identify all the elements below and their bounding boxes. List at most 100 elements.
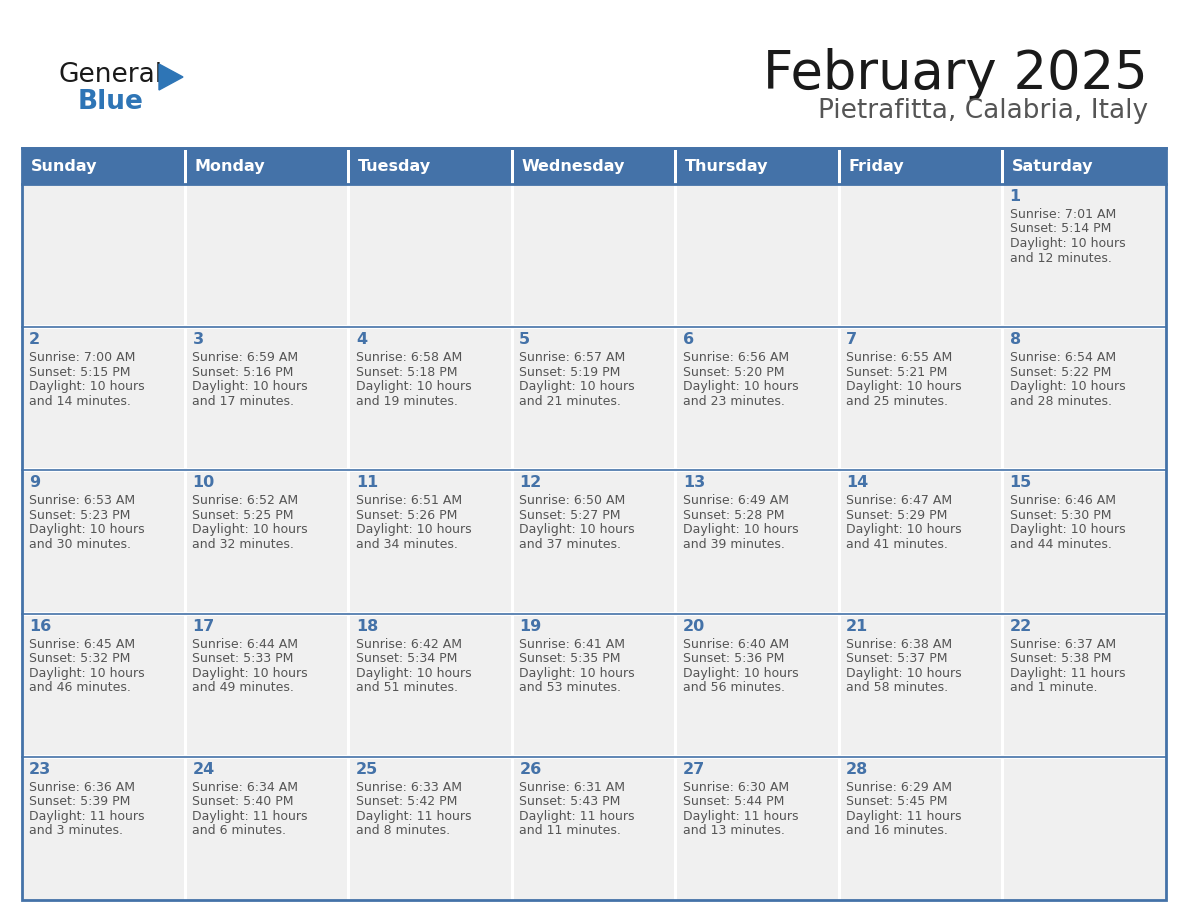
Text: and 21 minutes.: and 21 minutes. xyxy=(519,395,621,408)
Text: and 44 minutes.: and 44 minutes. xyxy=(1010,538,1112,551)
Text: and 30 minutes.: and 30 minutes. xyxy=(29,538,131,551)
Text: Sunset: 5:40 PM: Sunset: 5:40 PM xyxy=(192,795,293,809)
Bar xyxy=(1003,184,1165,327)
Text: Pietrafitta, Calabria, Italy: Pietrafitta, Calabria, Italy xyxy=(817,98,1148,124)
Bar xyxy=(185,184,349,327)
Text: Sunset: 5:35 PM: Sunset: 5:35 PM xyxy=(519,652,621,666)
Text: Sunset: 5:42 PM: Sunset: 5:42 PM xyxy=(356,795,457,809)
Text: 1: 1 xyxy=(1010,189,1020,204)
Text: Sunrise: 6:56 AM: Sunrise: 6:56 AM xyxy=(683,352,789,364)
Text: and 41 minutes.: and 41 minutes. xyxy=(846,538,948,551)
Text: Sunrise: 6:38 AM: Sunrise: 6:38 AM xyxy=(846,638,953,651)
Text: Sunset: 5:30 PM: Sunset: 5:30 PM xyxy=(1010,509,1111,522)
Bar xyxy=(347,148,350,900)
Text: Sunrise: 6:31 AM: Sunrise: 6:31 AM xyxy=(519,781,625,794)
Bar xyxy=(23,148,1165,900)
Text: and 46 minutes.: and 46 minutes. xyxy=(29,681,131,694)
Text: and 28 minutes.: and 28 minutes. xyxy=(1010,395,1112,408)
Text: and 34 minutes.: and 34 minutes. xyxy=(356,538,457,551)
Text: Wednesday: Wednesday xyxy=(522,159,625,174)
Bar xyxy=(839,184,1003,327)
Text: Sunset: 5:36 PM: Sunset: 5:36 PM xyxy=(683,652,784,666)
Text: Sunset: 5:33 PM: Sunset: 5:33 PM xyxy=(192,652,293,666)
Text: Sunrise: 6:47 AM: Sunrise: 6:47 AM xyxy=(846,495,953,508)
Text: Sunrise: 6:55 AM: Sunrise: 6:55 AM xyxy=(846,352,953,364)
Text: Sunrise: 6:33 AM: Sunrise: 6:33 AM xyxy=(356,781,462,794)
Text: and 17 minutes.: and 17 minutes. xyxy=(192,395,295,408)
Text: Daylight: 10 hours: Daylight: 10 hours xyxy=(683,380,798,393)
Text: and 23 minutes.: and 23 minutes. xyxy=(683,395,784,408)
Text: Saturday: Saturday xyxy=(1011,159,1093,174)
Text: 26: 26 xyxy=(519,762,542,777)
Text: 17: 17 xyxy=(192,619,215,633)
Bar xyxy=(839,470,1003,613)
Bar xyxy=(1003,148,1165,184)
Text: Daylight: 10 hours: Daylight: 10 hours xyxy=(683,666,798,679)
Bar xyxy=(676,184,839,327)
Bar xyxy=(23,327,185,470)
Bar xyxy=(349,184,512,327)
Text: and 39 minutes.: and 39 minutes. xyxy=(683,538,784,551)
Text: Daylight: 11 hours: Daylight: 11 hours xyxy=(519,810,634,823)
Bar xyxy=(839,327,1003,470)
Text: Sunrise: 6:52 AM: Sunrise: 6:52 AM xyxy=(192,495,298,508)
Text: and 12 minutes.: and 12 minutes. xyxy=(1010,252,1112,264)
Bar xyxy=(1001,148,1004,900)
Text: Blue: Blue xyxy=(78,89,144,115)
Bar xyxy=(23,325,1165,330)
Text: Sunset: 5:43 PM: Sunset: 5:43 PM xyxy=(519,795,620,809)
Bar xyxy=(839,756,1003,900)
Text: 4: 4 xyxy=(356,332,367,347)
Bar xyxy=(23,611,1165,616)
Text: Friday: Friday xyxy=(848,159,904,174)
Bar xyxy=(1003,613,1165,756)
Bar xyxy=(839,148,1003,184)
Text: and 13 minutes.: and 13 minutes. xyxy=(683,824,784,837)
Text: Sunset: 5:20 PM: Sunset: 5:20 PM xyxy=(683,365,784,379)
Text: Sunset: 5:38 PM: Sunset: 5:38 PM xyxy=(1010,652,1111,666)
Bar xyxy=(185,756,349,900)
Text: Sunset: 5:39 PM: Sunset: 5:39 PM xyxy=(29,795,131,809)
Text: Sunrise: 6:41 AM: Sunrise: 6:41 AM xyxy=(519,638,625,651)
Text: 11: 11 xyxy=(356,476,378,490)
Text: 22: 22 xyxy=(1010,619,1032,633)
Bar xyxy=(349,613,512,756)
Text: Daylight: 11 hours: Daylight: 11 hours xyxy=(683,810,798,823)
Text: Sunday: Sunday xyxy=(31,159,97,174)
Text: Sunrise: 6:58 AM: Sunrise: 6:58 AM xyxy=(356,352,462,364)
Text: 8: 8 xyxy=(1010,332,1020,347)
Text: Sunrise: 6:40 AM: Sunrise: 6:40 AM xyxy=(683,638,789,651)
Text: Daylight: 10 hours: Daylight: 10 hours xyxy=(519,666,634,679)
Bar xyxy=(185,613,349,756)
Text: Sunrise: 6:34 AM: Sunrise: 6:34 AM xyxy=(192,781,298,794)
Text: Daylight: 11 hours: Daylight: 11 hours xyxy=(846,810,961,823)
Bar xyxy=(23,148,185,184)
Text: Daylight: 11 hours: Daylight: 11 hours xyxy=(1010,666,1125,679)
Text: Daylight: 11 hours: Daylight: 11 hours xyxy=(29,810,145,823)
Text: Tuesday: Tuesday xyxy=(358,159,431,174)
Text: General: General xyxy=(58,62,162,88)
Text: 23: 23 xyxy=(29,762,51,777)
Text: Daylight: 10 hours: Daylight: 10 hours xyxy=(683,523,798,536)
Text: Daylight: 10 hours: Daylight: 10 hours xyxy=(846,666,962,679)
Bar xyxy=(349,470,512,613)
Bar xyxy=(185,470,349,613)
Text: and 58 minutes.: and 58 minutes. xyxy=(846,681,948,694)
Bar xyxy=(185,148,349,184)
Text: Daylight: 10 hours: Daylight: 10 hours xyxy=(1010,523,1125,536)
Text: Daylight: 11 hours: Daylight: 11 hours xyxy=(192,810,308,823)
Text: Daylight: 10 hours: Daylight: 10 hours xyxy=(192,523,308,536)
Text: Sunrise: 6:29 AM: Sunrise: 6:29 AM xyxy=(846,781,952,794)
Text: Sunset: 5:26 PM: Sunset: 5:26 PM xyxy=(356,509,457,522)
Bar xyxy=(1003,327,1165,470)
Text: 21: 21 xyxy=(846,619,868,633)
Bar xyxy=(23,756,185,900)
Text: Sunset: 5:14 PM: Sunset: 5:14 PM xyxy=(1010,222,1111,236)
Text: and 11 minutes.: and 11 minutes. xyxy=(519,824,621,837)
Text: Sunset: 5:37 PM: Sunset: 5:37 PM xyxy=(846,652,948,666)
Bar xyxy=(23,148,1165,900)
Text: and 16 minutes.: and 16 minutes. xyxy=(846,824,948,837)
Text: 13: 13 xyxy=(683,476,704,490)
Bar xyxy=(349,756,512,900)
Text: 16: 16 xyxy=(29,619,51,633)
